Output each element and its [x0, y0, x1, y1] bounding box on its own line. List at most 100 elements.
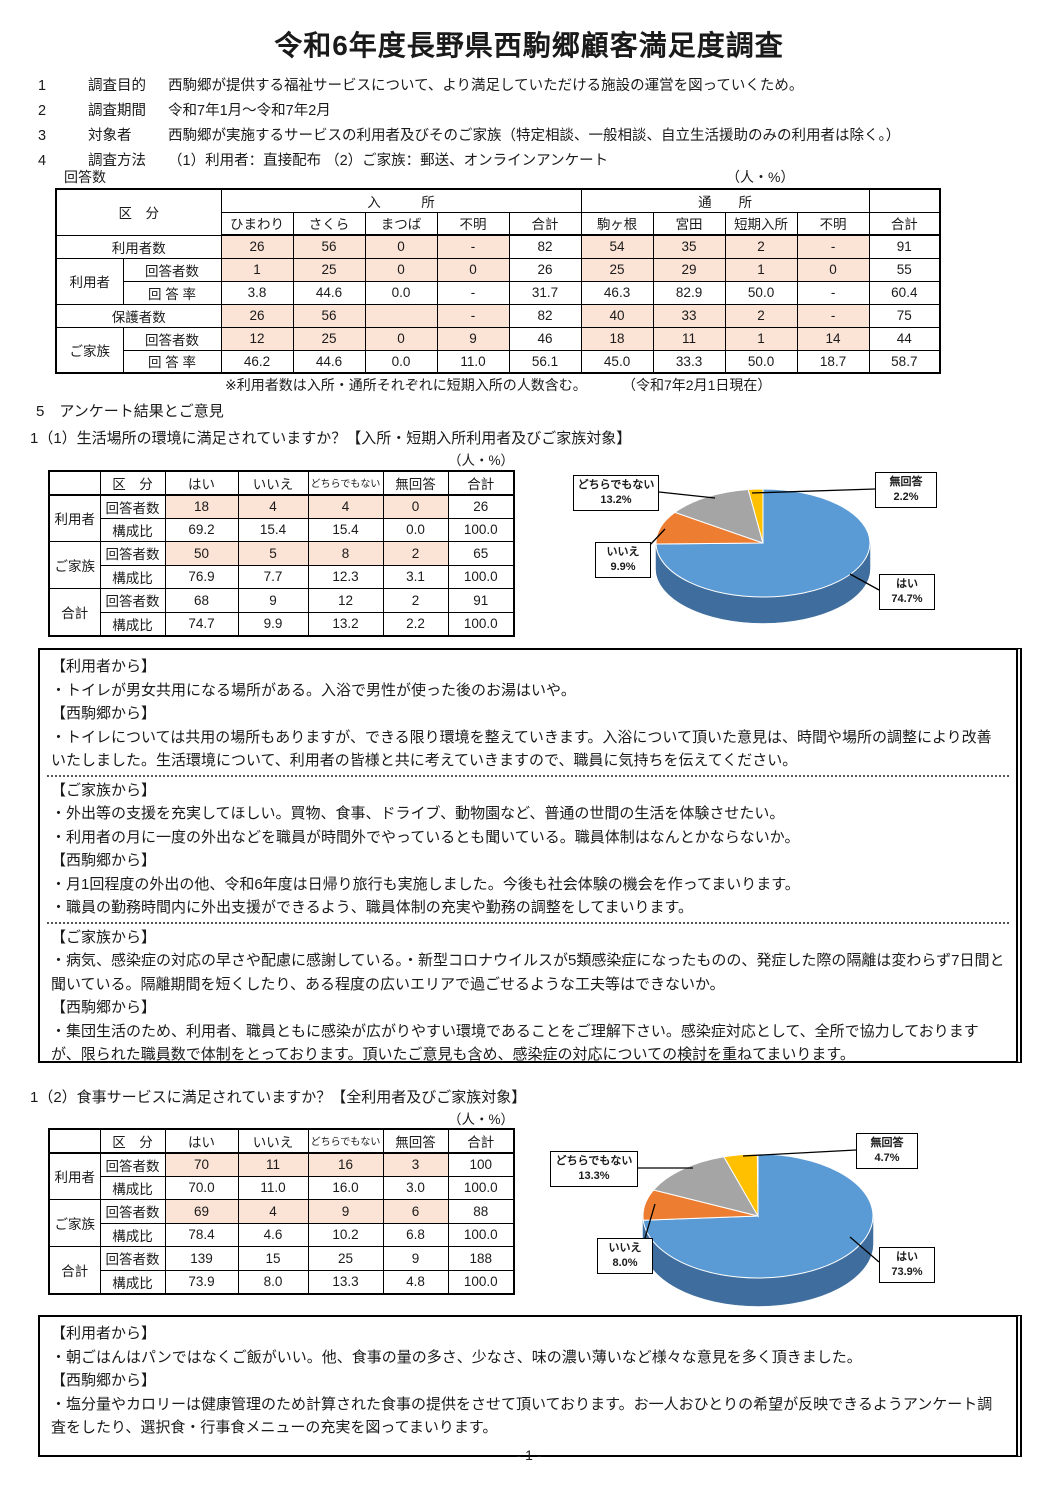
table-cell: 56.1	[508, 349, 582, 374]
pie-chart-canvas	[648, 488, 880, 624]
row-label: 構成比	[99, 611, 166, 636]
table-cell: 18	[580, 326, 654, 351]
table-row: 構成比 78.4 4.6 10.2 6.8 100.0	[49, 1222, 515, 1247]
comment-line: ・朝ごはんはパンではなくご飯がいい。他、食事の量の多さ、少なさ、味の濃い薄いなど…	[51, 1348, 862, 1366]
col-header: いいえ	[237, 1128, 309, 1154]
callout-iie: いいえ 9.9%	[595, 542, 651, 578]
col-header: はい	[164, 470, 239, 496]
row-label: 保護者数	[55, 303, 222, 328]
table-note: ※利用者数は入所・通所それぞれに短期入所の人数含む。	[225, 377, 587, 393]
response-table-label: 回答数	[64, 169, 106, 185]
callout-label: どちらでもない	[555, 1155, 633, 1167]
callout-iie: いいえ 8.0%	[597, 1238, 653, 1274]
table-cell: 25	[292, 257, 366, 282]
table-row: 利用者数 26 56 0-82 54 35 2-91	[55, 234, 941, 259]
table-cell: 9	[436, 326, 510, 351]
dotted-divider	[47, 774, 1009, 777]
intro-item-text: 令和7年1月～令和7年2月	[168, 103, 331, 119]
table-cell: 50.0	[724, 349, 798, 374]
q2-table-body: 利用者 回答者数 70 11 16 3 100 構成比 70.0 11.0 16.0 3.0 100.0…	[48, 1152, 515, 1294]
table-cell: 44.6	[292, 280, 366, 305]
table-cell: 15.4	[237, 517, 309, 542]
intro-item-no: 3	[38, 128, 47, 144]
pie-slice-無回答	[747, 488, 764, 544]
leader-line	[644, 1203, 656, 1239]
table-cell: 82	[508, 303, 582, 328]
group-header-tsusho: 通 所	[580, 188, 870, 213]
table-cell: 12	[220, 326, 294, 351]
row-label: 構成比	[99, 1222, 166, 1247]
table-cell: 54	[580, 234, 654, 259]
table-cell: 26	[220, 303, 294, 328]
table-cell: 26	[447, 494, 515, 519]
row-label: 回答者数	[99, 1246, 166, 1271]
callout-label: はい	[896, 1251, 918, 1263]
table-cell: 82.9	[652, 280, 726, 305]
table-cell: 6.8	[382, 1222, 449, 1247]
callout-value: 73.9%	[891, 1266, 923, 1278]
table-cell: 91	[868, 234, 941, 259]
table-cell: 100.0	[447, 564, 515, 589]
table-cell: 188	[447, 1246, 515, 1271]
table-row: 構成比 76.9 7.7 12.3 3.1 100.0	[49, 564, 515, 589]
table-cell: 10.2	[307, 1222, 384, 1247]
table-cell: 13.2	[307, 611, 384, 636]
table-cell: 18	[164, 494, 239, 519]
callout-hai: はい 74.7%	[879, 574, 935, 610]
response-table-body: 利用者数 26 56 0-82 54 35 2-91 利用者 回答者数 1 25 0 0 26 25 29 1 0…	[55, 234, 941, 374]
table-cell: 2.2	[382, 611, 449, 636]
col-header: 合計	[447, 1128, 515, 1154]
callout-label: はい	[896, 578, 918, 590]
table-cell: 11	[237, 1152, 309, 1177]
callout-value: 13.2%	[600, 494, 632, 506]
col-header: まつば	[364, 211, 438, 236]
table-cell: 3.8	[220, 280, 294, 305]
table-cell: 35	[652, 234, 726, 259]
table-cell: 100.0	[447, 517, 515, 542]
table-cell: 33	[652, 303, 726, 328]
table-cell: 56	[292, 303, 366, 328]
table-cell: 2	[382, 541, 449, 566]
table-cell: 4.8	[382, 1269, 449, 1294]
callout-value: 74.7%	[891, 593, 923, 605]
comment-line: ・トイレが男女共用になる場所がある。入浴で男性が使った後のお湯はいや。	[51, 681, 576, 699]
table-cell: 46.2	[220, 349, 294, 374]
row-label: 構成比	[99, 1269, 166, 1294]
corner-header: 区 分	[99, 1128, 166, 1154]
col-header: 不明	[436, 211, 510, 236]
table-cell: 0	[364, 257, 438, 282]
table-cell: 15	[237, 1246, 309, 1271]
table-cell: 58.7	[868, 349, 941, 374]
comment-line: ・塩分量やカロリーは健康管理のため計算された食事の提供をさせて頂いております。お…	[51, 1395, 993, 1437]
table-cell	[364, 303, 438, 328]
response-table: 区 分 入 所 通 所 ひまわり さくら まつば 不明 合計 駒ヶ根 宮田 短期…	[55, 188, 942, 374]
table-row: 構成比 69.2 15.4 15.4 0.0 100.0	[49, 517, 515, 542]
comment-line: 【西駒郷から】	[51, 999, 157, 1016]
table-cell: 4.6	[237, 1222, 309, 1247]
row-label: 回答者数	[99, 541, 166, 566]
intro-item-text: 西駒郷が提供する福祉サービスについて、より満足していただける施設の運営を図ってい…	[168, 78, 804, 94]
group-header-nyusho: 入 所	[220, 188, 582, 213]
callout-dochira: どちらでもない 13.3%	[550, 1151, 638, 1187]
table-cell: 1	[724, 326, 798, 351]
intro-item-no: 2	[38, 103, 47, 119]
comment-line: ・利用者の月に一度の外出などを職員が時間外でやっているとも聞いている。職員体制は…	[51, 828, 800, 846]
empty-header-cell	[48, 1128, 101, 1154]
q1-table-body: 利用者 回答者数 18 4 4 0 26 構成比 69.2 15.4 15.4 0.0 100.0 ご家族…	[48, 494, 515, 636]
intro-item-no: 4	[38, 153, 47, 169]
table-cell: 16.0	[307, 1175, 384, 1200]
row-label: 構成比	[99, 564, 166, 589]
table-cell: 26	[220, 234, 294, 259]
callout-label: 無回答	[870, 1137, 904, 1149]
table-cell: 3.1	[382, 564, 449, 589]
table-cell: 50.0	[724, 280, 798, 305]
comment-line: 【ご家族から】	[51, 781, 157, 799]
leader-line	[658, 491, 716, 499]
table-cell: 9	[307, 1199, 384, 1224]
table-cell: 1	[220, 257, 294, 282]
table-cell: 75	[868, 303, 941, 328]
col-header: 短期入所	[724, 211, 798, 236]
table-cell: 91	[447, 588, 515, 613]
table-cell: 100.0	[447, 1222, 515, 1247]
